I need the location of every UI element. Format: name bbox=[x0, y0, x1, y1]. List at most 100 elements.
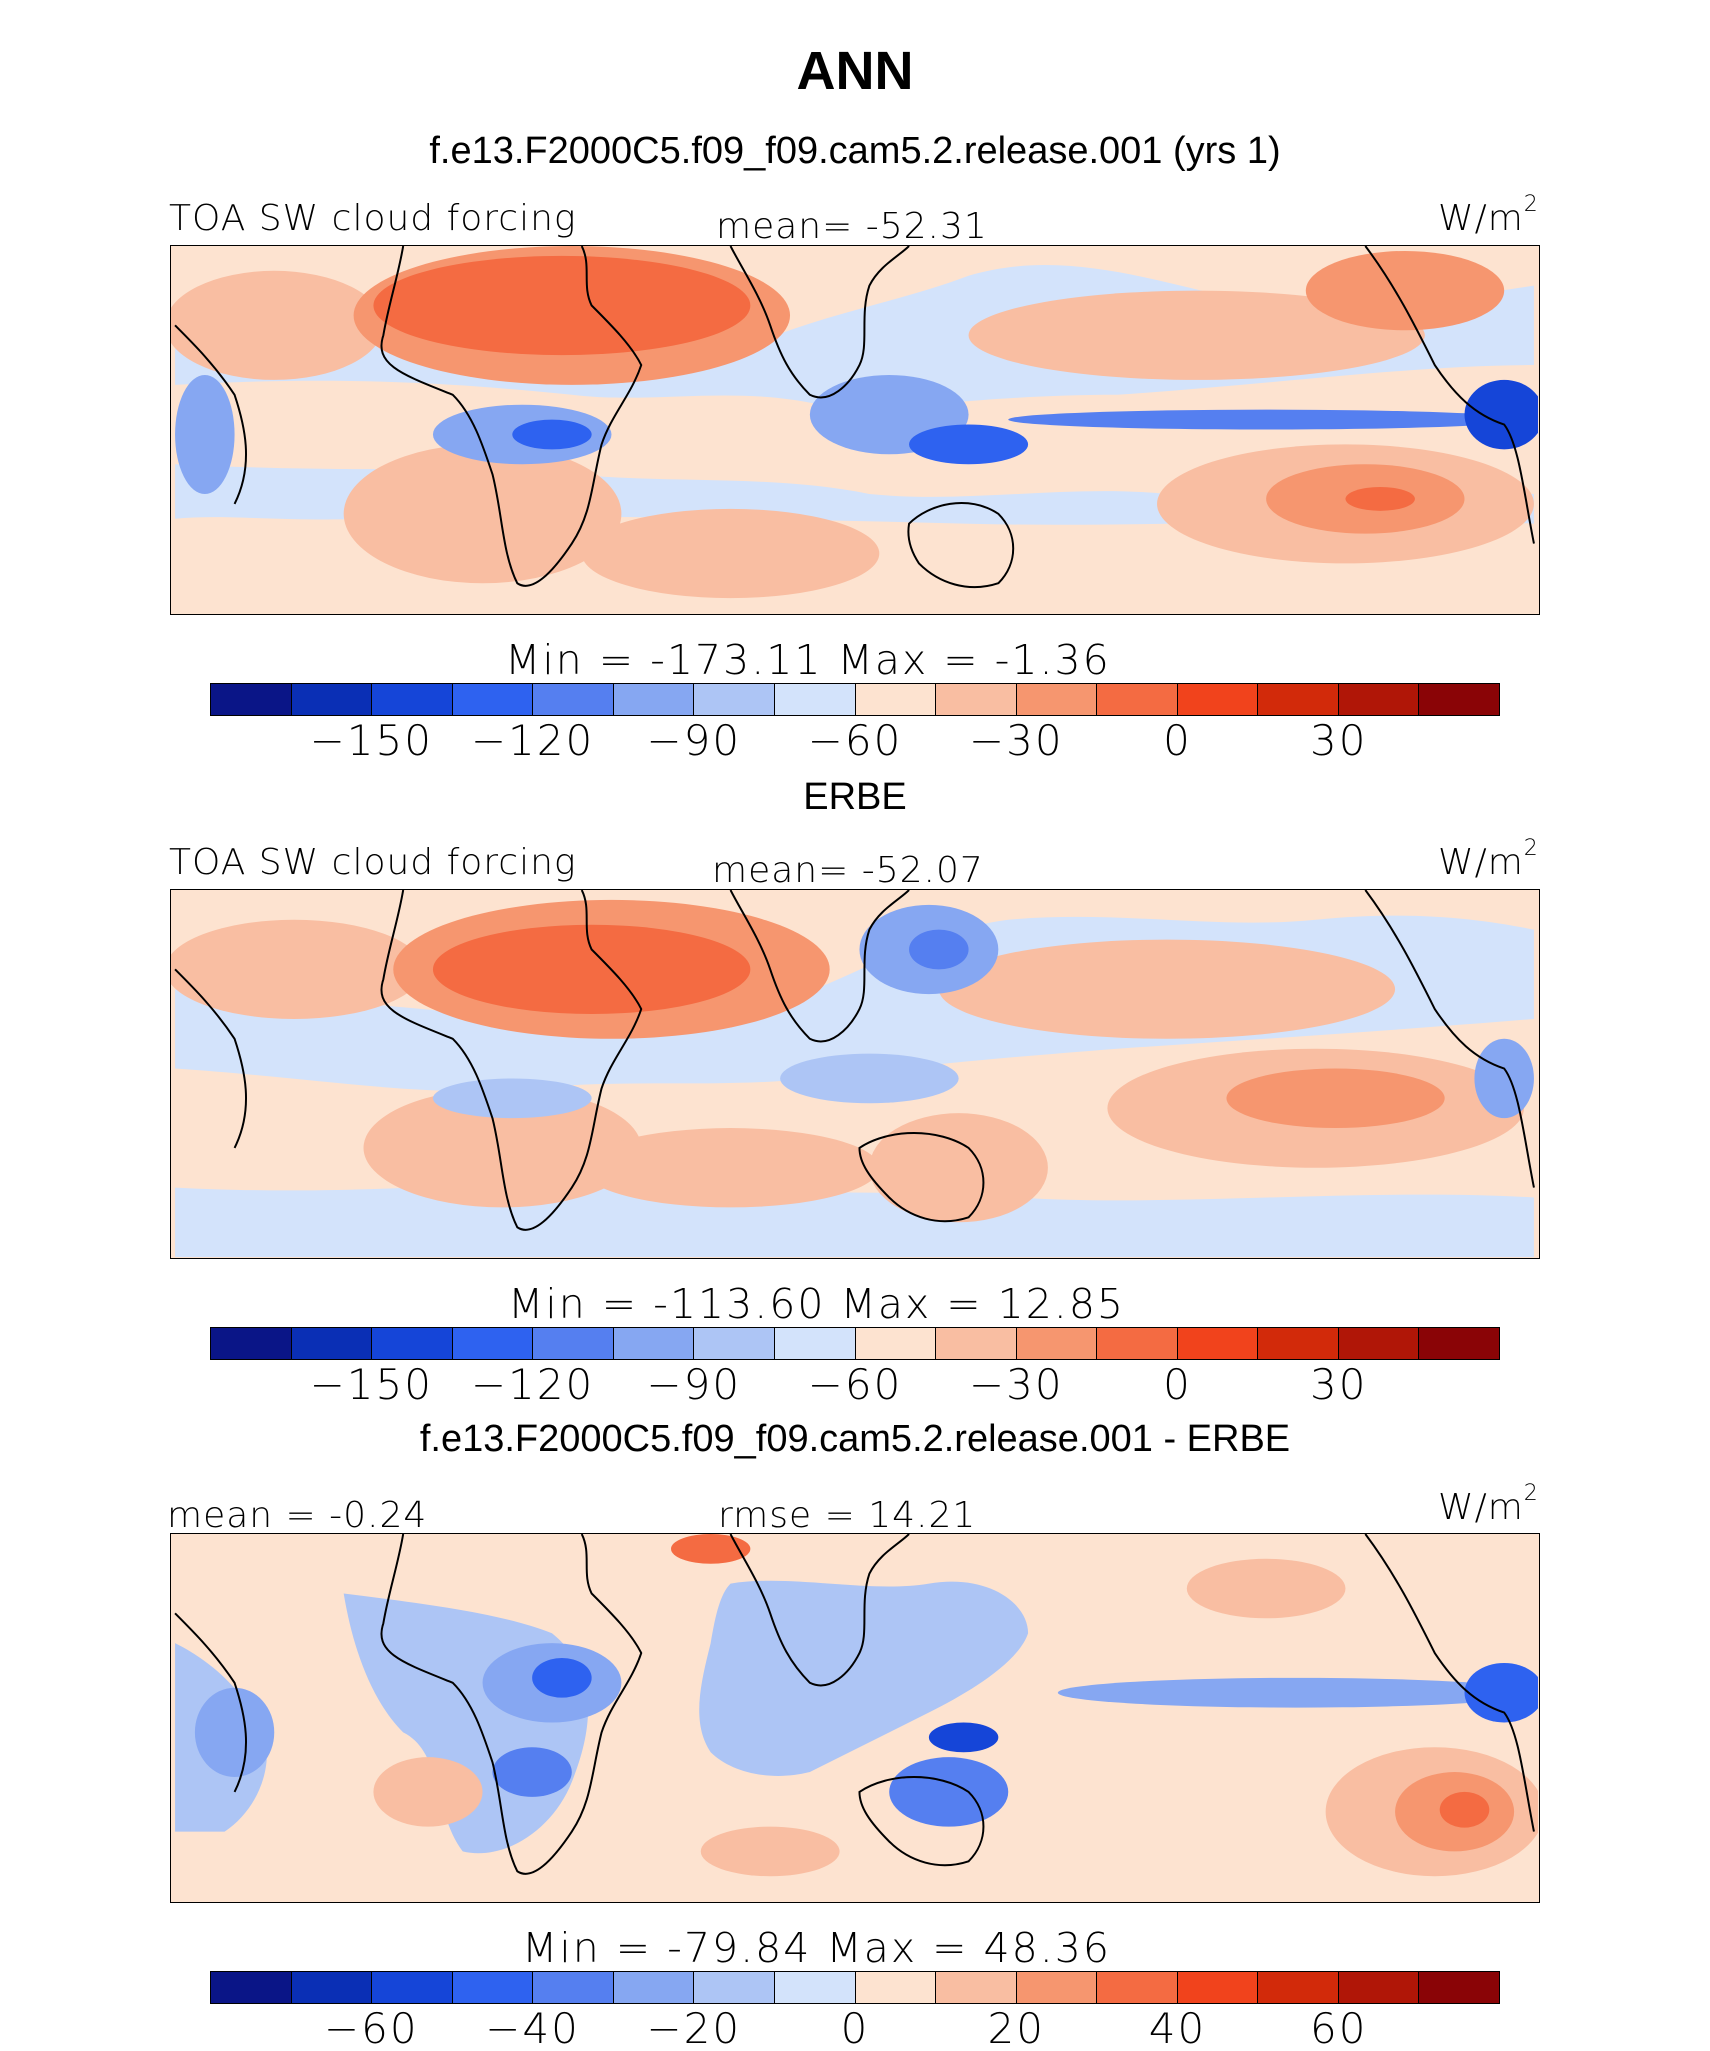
panel-3-mean-label: mean = -0.24 bbox=[167, 1495, 428, 1536]
field-patch bbox=[432, 1078, 592, 1119]
colorbar-tick-label: 0 bbox=[1163, 1360, 1192, 1409]
field-patch bbox=[1186, 1558, 1346, 1619]
colorbar-swatch bbox=[452, 1328, 534, 1359]
colorbar-tick-label: 60 bbox=[1310, 2004, 1368, 2051]
colorbar-swatch bbox=[855, 1328, 937, 1359]
colorbar-tick-label: −120 bbox=[470, 716, 595, 765]
coastline-outline bbox=[174, 246, 1535, 589]
panel-3-colorbar bbox=[210, 1971, 1500, 2004]
colorbar-swatch bbox=[1177, 1328, 1259, 1359]
field-patch bbox=[928, 1722, 999, 1753]
colorbar-swatch bbox=[613, 1972, 695, 2003]
colorbar-tick-label: 0 bbox=[840, 2004, 870, 2051]
field-patch bbox=[343, 444, 622, 584]
colorbar-swatch bbox=[1419, 1972, 1499, 2003]
coastline-outline bbox=[174, 1534, 1535, 1875]
coastline-outline bbox=[174, 890, 1535, 1231]
colorbar-swatch bbox=[1016, 1328, 1098, 1359]
field-patch bbox=[492, 1747, 572, 1797]
field-patch bbox=[532, 1657, 592, 1698]
colorbar-swatch bbox=[694, 684, 775, 715]
field-patch bbox=[1008, 409, 1525, 430]
colorbar-swatch bbox=[855, 684, 937, 715]
panel-2-colorbar-ticks: −150 −120 −90 −60 −30 0 30 bbox=[210, 1360, 1500, 1410]
colorbar-swatch bbox=[533, 1972, 614, 2003]
colorbar-swatch bbox=[533, 684, 614, 715]
colorbar-swatch bbox=[1097, 684, 1178, 715]
colorbar-tick-label: −90 bbox=[646, 1360, 742, 1409]
colorbar-swatch bbox=[1016, 684, 1098, 715]
colorbar-swatch bbox=[774, 1972, 856, 2003]
panel-2-min-max: Min = -113.60 Max = 12.85 bbox=[508, 1280, 1126, 1328]
field-patch bbox=[432, 924, 751, 1014]
field-patch bbox=[1439, 1791, 1490, 1828]
panel-2-map bbox=[170, 889, 1540, 1259]
colorbar-swatch bbox=[372, 1328, 453, 1359]
field-patch bbox=[194, 1687, 275, 1778]
panel-3-map-graphic bbox=[174, 1534, 1538, 1901]
colorbar-swatch bbox=[1338, 1328, 1420, 1359]
field-patch bbox=[889, 1757, 1009, 1827]
colorbar-swatch bbox=[936, 1328, 1017, 1359]
colorbar-swatch bbox=[211, 1972, 292, 2003]
colorbar-swatch bbox=[855, 1972, 937, 2003]
colorbar-swatch bbox=[1338, 684, 1420, 715]
field-patch bbox=[869, 1113, 1048, 1223]
field-patch bbox=[1305, 250, 1505, 331]
field-patch bbox=[1057, 1677, 1534, 1708]
colorbar-tick-label: 0 bbox=[1163, 716, 1192, 765]
panel-3-heading: f.e13.F2000C5.f09_f09.cam5.2.release.001… bbox=[419, 1418, 1291, 1460]
panel-2-variable-label: TOA SW cloud forcing bbox=[169, 842, 577, 883]
colorbar-tick-label: −90 bbox=[646, 716, 742, 765]
field-patch bbox=[1345, 487, 1415, 511]
colorbar-swatch bbox=[1338, 1972, 1420, 2003]
panel-3-units: W/m2 bbox=[1438, 1481, 1539, 1528]
colorbar-tick-label: −60 bbox=[323, 2004, 419, 2051]
colorbar-tick-label: −40 bbox=[485, 2004, 580, 2051]
colorbar-swatch bbox=[1419, 684, 1499, 715]
panel-2-units: W/m2 bbox=[1438, 836, 1539, 883]
field-patch bbox=[1464, 379, 1538, 450]
colorbar-swatch bbox=[936, 684, 1017, 715]
field-patch bbox=[363, 1088, 642, 1208]
colorbar-tick-label: 40 bbox=[1148, 2004, 1207, 2051]
field-patch bbox=[1464, 1662, 1538, 1723]
colorbar-tick-label: −30 bbox=[968, 716, 1064, 765]
field-patch bbox=[700, 1826, 840, 1877]
field-patch bbox=[175, 374, 235, 494]
colorbar-swatch bbox=[1097, 1328, 1178, 1359]
colorbar-swatch bbox=[613, 1328, 695, 1359]
panel-1-units: W/m2 bbox=[1438, 192, 1539, 239]
colorbar-swatch bbox=[452, 684, 534, 715]
field-patch bbox=[581, 508, 880, 599]
panel-2-heading: ERBE bbox=[803, 776, 907, 818]
field-patch bbox=[938, 939, 1396, 1039]
field-patch bbox=[780, 1053, 959, 1104]
field-patch bbox=[171, 919, 423, 1019]
figure-title: ANN bbox=[796, 41, 914, 101]
colorbar-swatch bbox=[1016, 1972, 1098, 2003]
colorbar-tick-label: 30 bbox=[1310, 1360, 1368, 1409]
colorbar-swatch bbox=[694, 1972, 775, 2003]
colorbar-swatch bbox=[533, 1328, 614, 1359]
colorbar-swatch bbox=[211, 684, 292, 715]
colorbar-swatch bbox=[936, 1972, 1017, 2003]
colorbar-tick-label: −20 bbox=[646, 2004, 742, 2051]
panel-1-variable-label: TOA SW cloud forcing bbox=[169, 198, 577, 239]
colorbar-tick-label: −150 bbox=[309, 716, 433, 765]
field-patch bbox=[171, 270, 384, 380]
colorbar-swatch bbox=[1258, 684, 1339, 715]
field-patch bbox=[512, 419, 592, 450]
panel-3-rmse-label: rmse = 14.21 bbox=[718, 1495, 977, 1536]
field-patch bbox=[1474, 1038, 1534, 1119]
colorbar-tick-label: −120 bbox=[470, 1360, 595, 1409]
colorbar-swatch bbox=[774, 684, 856, 715]
colorbar-swatch bbox=[211, 1328, 292, 1359]
colorbar-swatch bbox=[452, 1972, 534, 2003]
panel-3-min-max: Min = -79.84 Max = 48.36 bbox=[522, 1924, 1111, 1972]
colorbar-swatch bbox=[1258, 1972, 1339, 2003]
field-patch bbox=[909, 424, 1029, 465]
colorbar-swatch bbox=[291, 1972, 373, 2003]
colorbar-swatch bbox=[291, 1328, 373, 1359]
panel-1-mean-label: mean= -52.31 bbox=[716, 206, 988, 247]
